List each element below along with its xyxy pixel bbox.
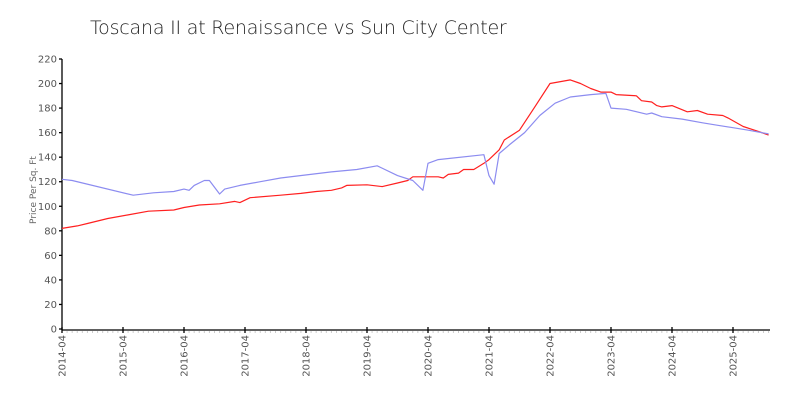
y-axis-label: Price Per Sq. Ft (29, 156, 39, 224)
y-tick-label: 80 (44, 226, 57, 237)
y-tick-label: 160 (38, 128, 57, 139)
x-tick-label: 2018-04 (302, 335, 313, 377)
y-tick-label: 100 (38, 202, 57, 213)
y-tick-label: 0 (51, 325, 57, 336)
x-tick-label: 2019-04 (363, 335, 374, 377)
x-tick-label: 2024-04 (668, 335, 679, 377)
x-tick-label: 2014-04 (58, 335, 69, 377)
y-tick-label: 180 (38, 104, 57, 115)
y-tick-label: 40 (44, 275, 57, 286)
y-tick-label: 140 (38, 153, 57, 164)
x-tick-label: 2021-04 (485, 335, 496, 377)
x-tick-label: 2023-04 (607, 335, 618, 377)
x-tick-label: 2015-04 (119, 335, 130, 377)
chart-title: Toscana II at Renaissance vs Sun City Ce… (90, 17, 507, 39)
x-tick-label: 2025-04 (729, 335, 740, 377)
x-tick-label: 2020-04 (424, 335, 435, 377)
y-axis: 0 20 40 60 80 100 120 140 160 180 200 220 (38, 55, 63, 336)
y-tick-label: 220 (38, 55, 57, 66)
y-tick-label: 200 (38, 79, 57, 90)
y-tick-label: 20 (44, 300, 57, 311)
y-tick-label: 120 (38, 177, 57, 188)
series-layer (61, 79, 769, 229)
x-tick-label: 2017-04 (241, 335, 252, 377)
series-line-0 (61, 79, 769, 229)
x-tick-label: 2016-04 (180, 335, 191, 377)
y-tick-label: 60 (44, 251, 57, 262)
x-axis: 2014-04 2015-04 2016-04 2017-04 2018-04 2019-… (58, 327, 770, 377)
x-tick-label: 2022-04 (546, 335, 557, 377)
series-line-1 (61, 92, 769, 196)
